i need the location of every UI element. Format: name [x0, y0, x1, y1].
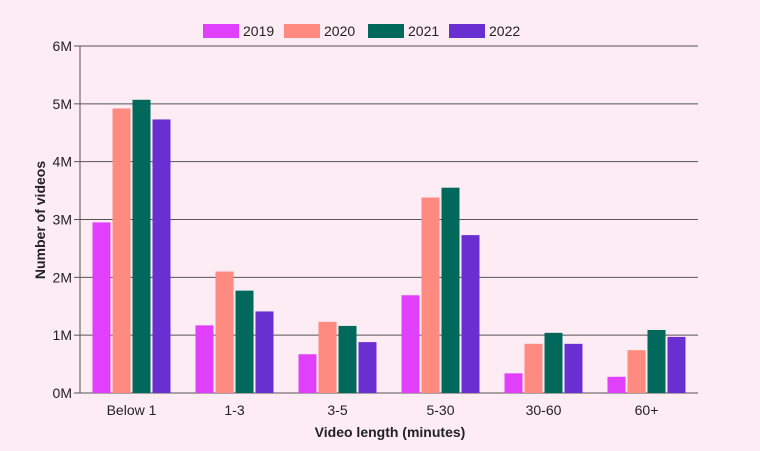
bar-2019-60+	[607, 376, 626, 393]
legend-swatch-2022	[449, 24, 485, 38]
legend: 2019 2020 2021 2022	[203, 23, 520, 39]
x-axis-title: Video length (minutes)	[315, 424, 466, 440]
y-tick-label: 5M	[53, 96, 72, 112]
grid-lines	[80, 45, 698, 394]
legend-label-2022: 2022	[489, 23, 520, 39]
bar-2022-30-60	[564, 343, 583, 393]
y-tick-label: 4M	[53, 154, 72, 170]
x-tick-label: Below 1	[107, 402, 157, 418]
legend-swatch-2019	[203, 24, 239, 38]
bar-2021-below-1	[132, 99, 151, 393]
bar-2021-60+	[647, 329, 666, 393]
legend-label-2020: 2020	[324, 23, 355, 39]
x-tick-label: 30-60	[526, 402, 562, 418]
bar-2019-3-5	[298, 354, 317, 393]
x-tick-label: 5-30	[426, 402, 454, 418]
bar-2022-3-5	[358, 342, 377, 393]
bar-2022-below-1	[152, 119, 171, 393]
y-tick-label: 6M	[53, 38, 72, 54]
x-tick-label: 1-3	[224, 402, 244, 418]
bar-2020-30-60	[524, 343, 543, 393]
legend-swatch-2021	[368, 24, 404, 38]
x-tick-label: 60+	[635, 402, 659, 418]
bar-2021-5-30	[441, 187, 460, 393]
axes: 0M 1M 2M 3M 4M 5M 6M Below 1 1-3 3-5 5-30 30-60 60+	[53, 38, 659, 418]
bar-2019-below-1	[92, 222, 111, 393]
bar-2021-1-3	[235, 290, 254, 393]
bar-2020-3-5	[318, 321, 337, 393]
bar-2019-5-30	[401, 295, 420, 393]
bar-2020-60+	[627, 350, 646, 393]
bar-2022-60+	[667, 336, 686, 393]
legend-label-2021: 2021	[408, 23, 439, 39]
bar-2020-1-3	[215, 271, 234, 393]
x-tick-label: 3-5	[327, 402, 347, 418]
y-tick-label: 2M	[53, 269, 72, 285]
y-tick-label: 3M	[53, 212, 72, 228]
bar-2019-30-60	[504, 373, 523, 393]
y-tick-label: 0M	[53, 385, 72, 401]
bar-2022-1-3	[255, 311, 274, 393]
bar-2022-5-30	[461, 235, 480, 393]
bar-2020-below-1	[112, 108, 131, 394]
bar-2020-5-30	[421, 197, 440, 393]
legend-swatch-2020	[284, 24, 320, 38]
bar-2021-30-60	[544, 332, 563, 393]
y-tick-label: 1M	[53, 327, 72, 343]
bar-2019-1-3	[195, 325, 214, 393]
y-axis-title: Number of videos	[32, 161, 48, 279]
bars	[92, 99, 686, 394]
bar-2021-3-5	[338, 325, 357, 393]
legend-label-2019: 2019	[243, 23, 274, 39]
